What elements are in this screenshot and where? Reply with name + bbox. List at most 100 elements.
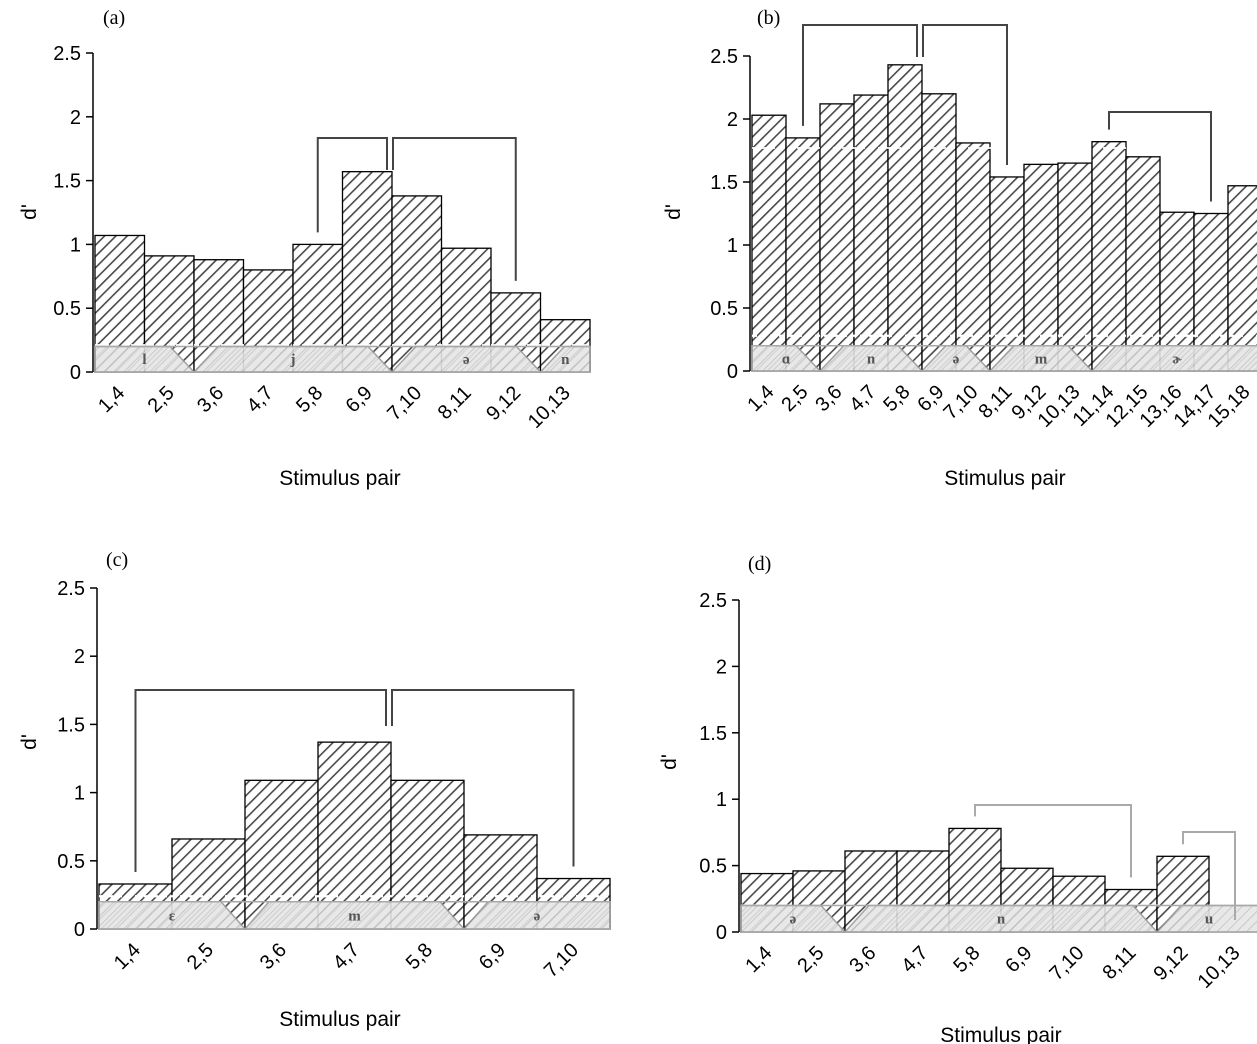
comparison-bracket (1108, 111, 1212, 202)
bar (391, 195, 443, 373)
x-tick-label: 2,5 (183, 939, 218, 974)
x-tick-label: 10,13 (1194, 942, 1245, 993)
x-axis-label: Stimulus pair (940, 1024, 1061, 1044)
x-tick-label: 5,8 (879, 381, 914, 416)
y-tick-label: 0.5 (699, 856, 727, 878)
x-tick-label: 3,6 (811, 381, 846, 416)
bar (1057, 162, 1093, 372)
segment-label: ə (534, 908, 541, 924)
bar (1227, 185, 1257, 372)
comparison-bracket (1182, 831, 1236, 920)
segment-label: ə (953, 351, 960, 367)
x-tick-label: 2,5 (793, 942, 828, 977)
segment-label: m (1035, 351, 1048, 367)
bar (317, 741, 392, 930)
comparison-bracket-left (802, 24, 918, 126)
y-tick-label: 0.5 (53, 298, 81, 320)
chart-panel-a: (a) 0 0.5 1 1.5 2 2.5 d' l j ə n 1,4 2,5 3,6 4,7 5,8 6,9 7… (18, 7, 591, 490)
y-tick-label: 0.5 (57, 851, 85, 873)
y-axis-label: d' (662, 204, 685, 220)
x-tick-label: 2,5 (777, 381, 812, 416)
x-tick-label: 6,9 (342, 382, 377, 417)
y-tick-label: 0 (716, 922, 727, 944)
bar (341, 171, 393, 373)
segment-label: u (1205, 912, 1213, 928)
bar (1125, 156, 1161, 372)
x-tick-label: 8,11 (434, 382, 476, 424)
segment-label: ə (790, 912, 797, 928)
panel-label: (b) (757, 7, 780, 29)
y-tick-label: 1 (727, 235, 738, 257)
segment-label: n (997, 912, 1006, 928)
x-tick-label: 7,10 (383, 382, 426, 425)
panel-label: (c) (106, 549, 128, 571)
bar (853, 94, 889, 372)
segment-label: ɚ (1172, 351, 1182, 367)
y-tick-label: 1 (70, 234, 81, 256)
chart-panel-b: (b)00.511.522.5d'ɑ n ə m ɚ1,42,53,64,75,86,9… (662, 7, 1257, 490)
segment-label: m (348, 908, 361, 924)
y-tick-label: 0 (727, 361, 738, 383)
y-tick-label: 2.5 (57, 578, 85, 600)
y-tick-label: 2.5 (710, 46, 738, 68)
x-axis-label: Stimulus pair (279, 1008, 400, 1031)
bar (751, 114, 787, 372)
x-tick-label: 8,11 (974, 381, 1016, 423)
x-tick-label: 6,9 (475, 939, 510, 974)
y-axis-label: d' (18, 734, 41, 750)
y-tick-label: 0 (70, 362, 81, 384)
y-tick-label: 2 (716, 656, 727, 678)
comparison-bracket (974, 804, 1132, 878)
bar (887, 64, 923, 372)
y-tick-label: 1.5 (57, 714, 85, 736)
comparison-bracket-right (391, 689, 575, 867)
bar (1023, 163, 1059, 372)
y-tick-label: 2 (727, 109, 738, 131)
x-axis-label: Stimulus pair (944, 467, 1065, 490)
y-tick-label: 1 (716, 789, 727, 811)
x-tick-label: 3,6 (845, 942, 880, 977)
x-tick-label: 7,10 (1045, 942, 1088, 985)
y-tick-label: 1 (74, 783, 85, 805)
segment-label: ɛ (169, 908, 176, 924)
x-tick-label: 6,9 (1001, 942, 1036, 977)
y-axis-label: d' (18, 204, 41, 220)
segment-label: l (142, 352, 146, 368)
y-tick-label: 1.5 (699, 723, 727, 745)
y-tick-label: 2.5 (53, 43, 81, 65)
x-tick-label: 3,6 (193, 382, 228, 417)
x-tick-label: 5,8 (292, 382, 327, 417)
y-tick-label: 0.5 (710, 298, 738, 320)
bar (1193, 212, 1229, 372)
segment-label: ɑ (782, 351, 791, 367)
x-tick-label: 7,10 (540, 939, 583, 982)
comparison-bracket-left (316, 137, 388, 233)
y-tick-label: 2 (70, 107, 81, 129)
bar (819, 103, 855, 372)
x-tick-label: 5,8 (949, 942, 984, 977)
y-tick-label: 2 (74, 646, 85, 668)
x-tick-label: 4,7 (243, 382, 278, 417)
y-tick-label: 1.5 (710, 172, 738, 194)
x-tick-label: 1,4 (743, 381, 778, 416)
bar (955, 142, 991, 372)
y-tick-label: 2.5 (699, 590, 727, 612)
comparison-bracket-right (392, 137, 517, 281)
segment-label: j (290, 352, 296, 368)
x-tick-label: 5,8 (402, 939, 437, 974)
x-tick-label: 4,7 (897, 942, 932, 977)
segment-label: n (867, 351, 876, 367)
x-tick-label: 9,12 (482, 382, 525, 425)
bar (785, 137, 821, 372)
x-tick-label: 7,10 (939, 381, 982, 424)
x-tick-label: 3,6 (256, 939, 291, 974)
x-tick-label: 8,11 (1098, 942, 1140, 984)
x-tick-label: 9,12 (1149, 942, 1192, 985)
y-tick-label: 0 (74, 919, 85, 941)
y-tick-label: 1.5 (53, 171, 81, 193)
x-tick-label: 4,7 (845, 381, 880, 416)
comparison-bracket-left (134, 689, 387, 872)
x-tick-label: 10,13 (524, 382, 575, 433)
chart-panel-d: (d) 0 0.5 1 1.5 2 2.5 d' ə n u 1,4 2,5 3,6 4,7 5,8 6,9 7,… (658, 553, 1257, 1044)
comparison-bracket-right (922, 24, 1008, 165)
